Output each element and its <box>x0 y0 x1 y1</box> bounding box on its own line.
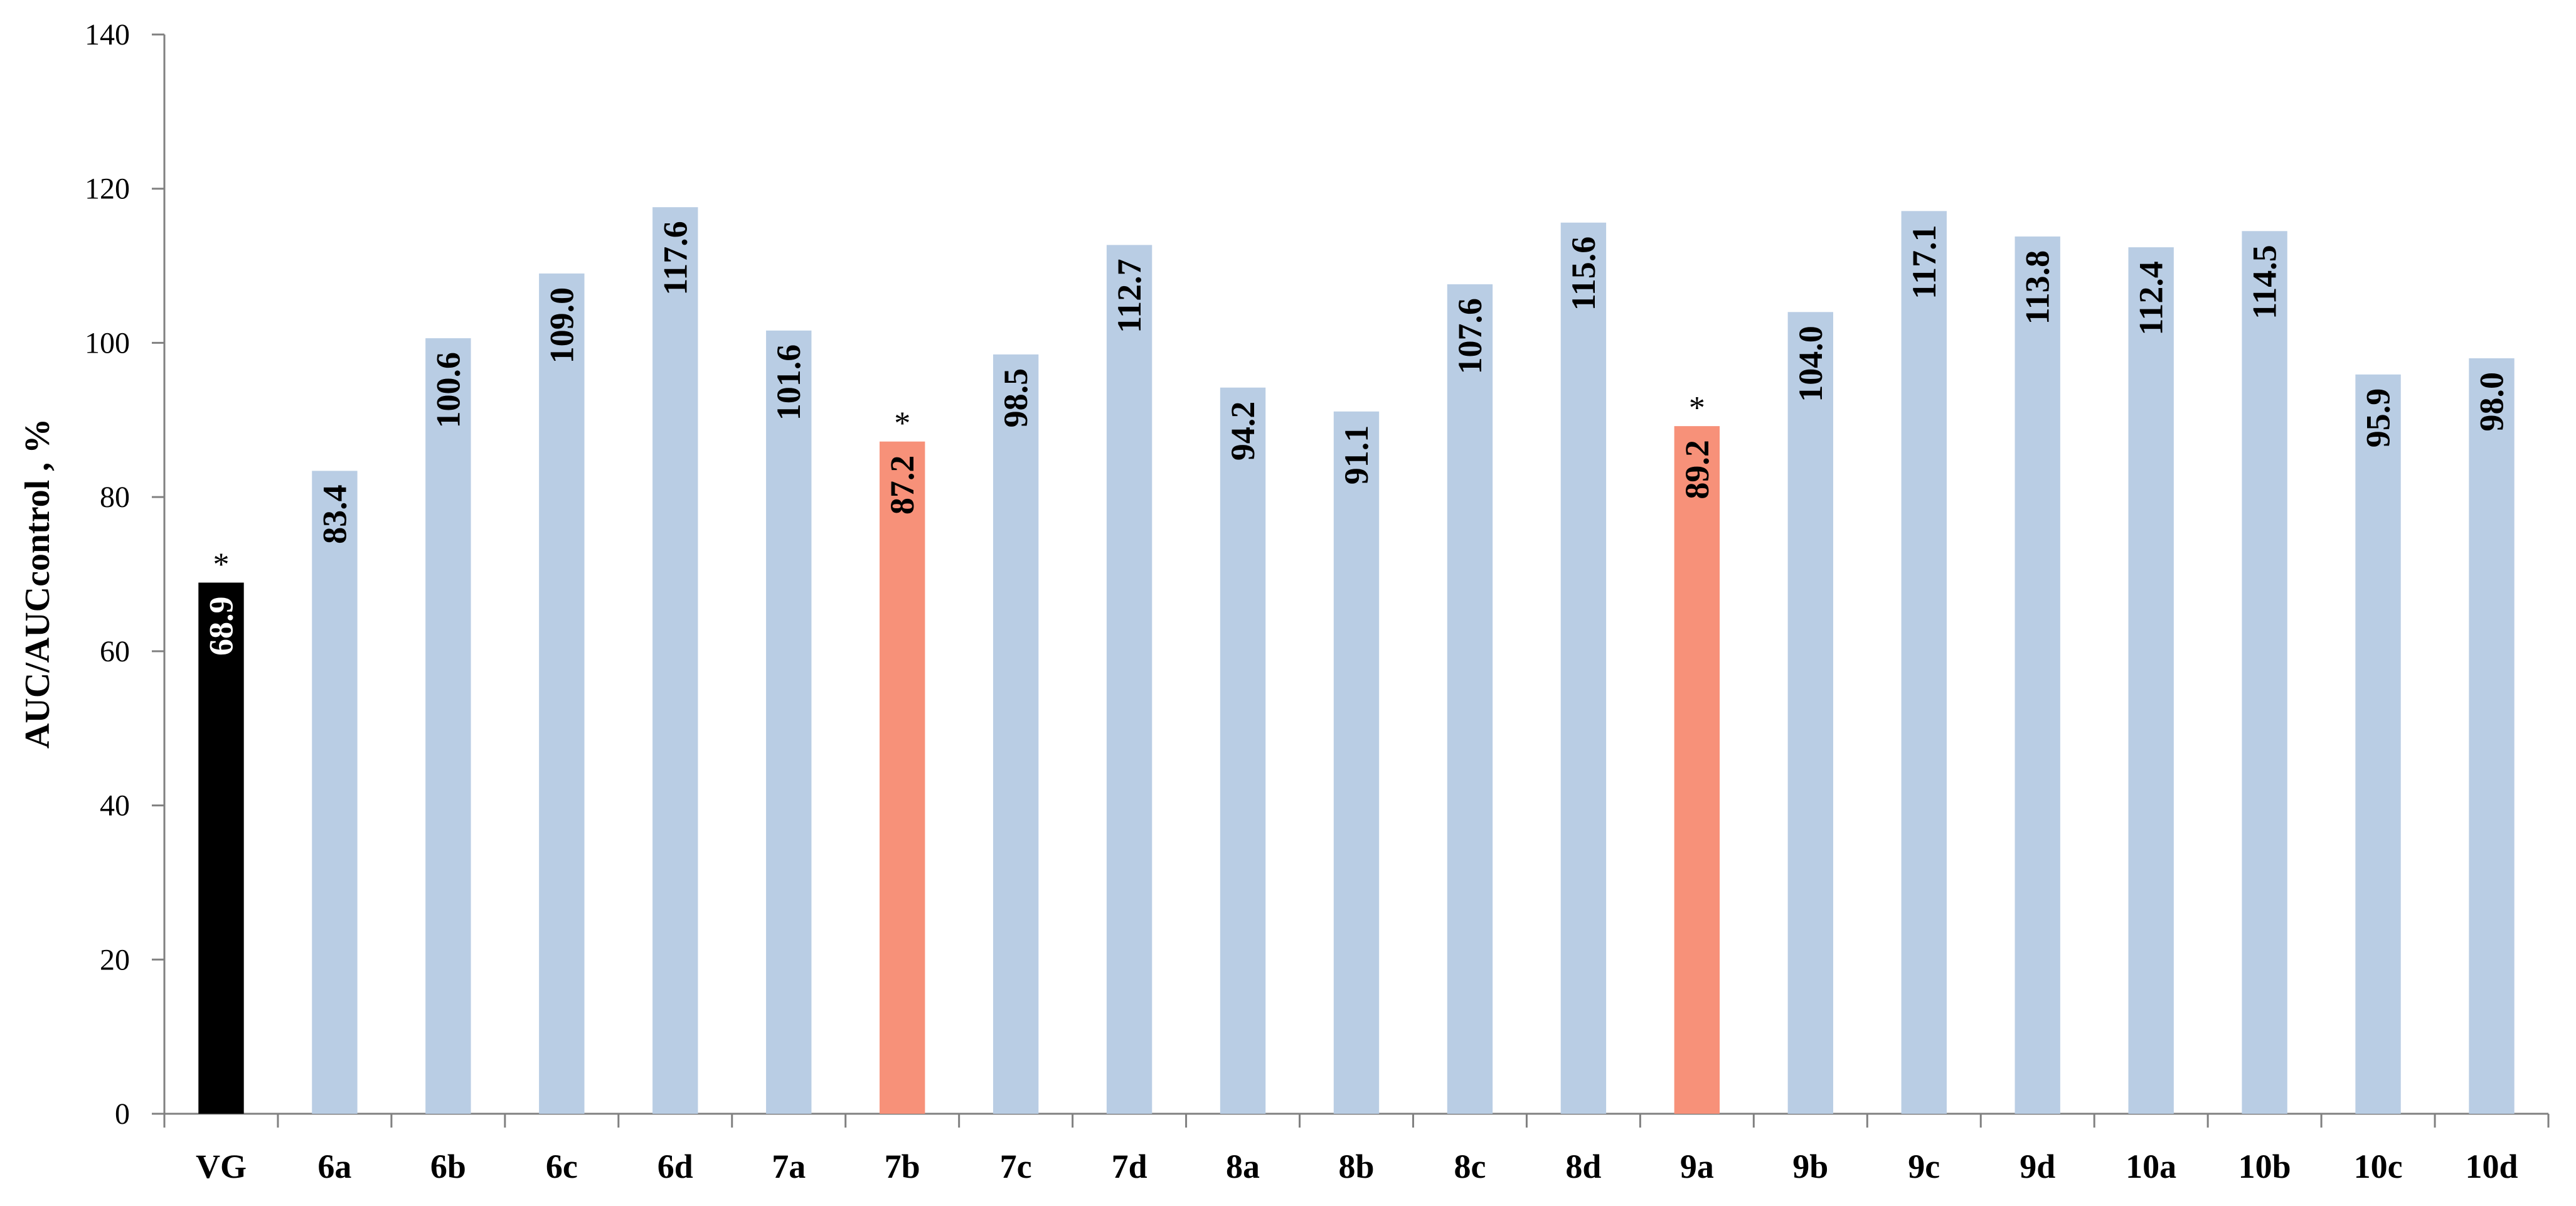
significance-marker-VG: * <box>213 547 229 583</box>
value-label-10c: 95.9 <box>2360 388 2397 448</box>
bar-7d <box>1106 245 1152 1114</box>
significance-marker-7b: * <box>894 406 910 442</box>
y-tick-label: 20 <box>100 943 130 976</box>
significance-markers: * * * <box>213 390 1705 582</box>
x-tick-label-8a: 8a <box>1226 1148 1260 1185</box>
value-label-7d: 112.7 <box>1110 259 1148 333</box>
value-label-9b: 104.0 <box>1792 326 1829 402</box>
y-tick-label: 40 <box>100 789 130 823</box>
y-tick-label: 60 <box>100 635 130 668</box>
x-tick-label-10d: 10d <box>2466 1148 2518 1185</box>
bar-7a <box>766 330 812 1114</box>
y-tick-label: 120 <box>85 173 130 206</box>
x-tick-label-7b: 7b <box>885 1148 920 1185</box>
x-tick-label-6d: 6d <box>657 1148 693 1185</box>
x-tick-label-9c: 9c <box>1908 1148 1940 1185</box>
x-tick-label-8b: 8b <box>1338 1148 1374 1185</box>
y-axis-title-group: AUC/AUCcontrol , % <box>18 419 57 749</box>
bar-8d <box>1560 222 1607 1114</box>
x-tick-label-9b: 9b <box>1792 1148 1828 1185</box>
y-axis-title: AUC/AUCcontrol , % <box>18 419 57 749</box>
bar-7c <box>993 354 1039 1114</box>
x-tick-label-6c: 6c <box>546 1148 578 1185</box>
bar-9d <box>2014 236 2060 1114</box>
bar-10b <box>2242 231 2287 1114</box>
x-tick-label-8c: 8c <box>1454 1148 1486 1185</box>
x-tick-label-10b: 10b <box>2238 1148 2291 1185</box>
bar-6a <box>312 471 358 1114</box>
value-label-9a: 89.2 <box>1678 440 1716 499</box>
x-tick-label-9a: 9a <box>1680 1148 1714 1185</box>
value-label-6a: 83.4 <box>316 484 353 544</box>
value-label-7c: 98.5 <box>997 368 1035 428</box>
bar-9c <box>1901 211 1947 1114</box>
value-label-8a: 94.2 <box>1224 402 1262 461</box>
bar-9a <box>1674 426 1720 1114</box>
value-label-6c: 109.0 <box>543 287 580 364</box>
x-tick-label-10c: 10c <box>2354 1148 2403 1185</box>
value-labels: 68.9 83.4 100.6 109.0 117.6 101.6 87.2 98.5 112.… <box>202 221 2510 656</box>
value-label-VG: 68.9 <box>202 597 240 656</box>
y-tick-label: 0 <box>115 1097 130 1131</box>
x-tick-label-6a: 6a <box>317 1148 351 1185</box>
value-label-8c: 107.6 <box>1451 298 1489 375</box>
x-tick-label-6b: 6b <box>430 1148 466 1185</box>
bar-10c <box>2355 374 2401 1114</box>
bar-9b <box>1787 312 1833 1114</box>
x-tick-label-VG: VG <box>196 1148 247 1185</box>
x-tick-label-7a: 7a <box>772 1148 806 1185</box>
bar-6b <box>425 338 471 1114</box>
y-ticks: 0 20 40 60 80 100 120 140 <box>85 18 164 1131</box>
bar-6d <box>652 207 698 1114</box>
x-tick-label-9d: 9d <box>2020 1148 2055 1185</box>
value-label-9c: 117.1 <box>1905 225 1943 299</box>
bar-VG <box>198 582 244 1114</box>
bar-8c <box>1447 284 1493 1114</box>
value-label-9d: 113.8 <box>2019 250 2057 325</box>
y-tick-label: 80 <box>100 481 130 514</box>
bar-8a <box>1220 387 1266 1114</box>
x-tick-label-7d: 7d <box>1112 1148 1147 1185</box>
x-tick-label-7c: 7c <box>1000 1148 1032 1185</box>
x-tick-label-8d: 8d <box>1565 1148 1601 1185</box>
bar-8b <box>1333 411 1380 1114</box>
value-label-6b: 100.6 <box>429 352 467 429</box>
value-label-6d: 117.6 <box>656 221 694 296</box>
significance-marker-9a: * <box>1689 390 1705 426</box>
bar-10d <box>2469 358 2515 1114</box>
bar-7b <box>880 441 925 1114</box>
x-labels: VG 6a 6b 6c 6d 7a 7b 7c 7d 8a 8b 8c 8d 9a 9b 9c 9d 10a 10b… <box>196 1148 2518 1185</box>
y-tick-label: 100 <box>85 326 130 360</box>
x-tick-label-10a: 10a <box>2126 1148 2176 1185</box>
value-label-7a: 101.6 <box>770 344 807 421</box>
value-label-10d: 98.0 <box>2473 372 2511 432</box>
value-label-10b: 114.5 <box>2246 245 2284 319</box>
value-label-10a: 112.4 <box>2132 261 2170 336</box>
value-label-8b: 91.1 <box>1338 425 1375 485</box>
value-label-7b: 87.2 <box>883 456 921 515</box>
bar-10a <box>2128 247 2174 1114</box>
bar-6c <box>539 273 585 1114</box>
bars <box>198 207 2515 1114</box>
value-label-8d: 115.6 <box>1565 237 1602 311</box>
y-tick-label: 140 <box>85 18 130 51</box>
